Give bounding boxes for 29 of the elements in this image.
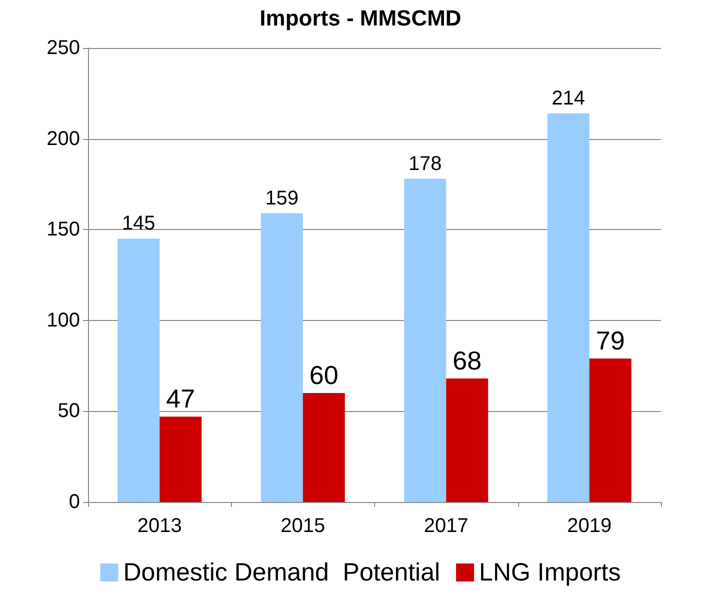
y-tick-label: 150 <box>46 218 80 241</box>
data-label: 60 <box>309 360 338 390</box>
y-tick-label: 100 <box>46 309 80 332</box>
data-label: 159 <box>265 187 299 210</box>
data-label: 68 <box>452 346 482 376</box>
data-label: 79 <box>596 326 625 356</box>
data-label: 47 <box>166 384 196 414</box>
x-tick-label: 2015 <box>280 515 326 537</box>
y-tick-label: 50 <box>58 400 80 422</box>
data-label: 214 <box>552 87 586 110</box>
bar <box>160 416 202 502</box>
x-tick-label: 2013 <box>137 515 182 537</box>
bar <box>260 213 303 502</box>
chart-title: Imports - MMSCMD <box>260 6 462 30</box>
y-tick-label: 250 <box>46 37 80 59</box>
bar <box>118 238 160 502</box>
bar <box>446 378 488 502</box>
bar <box>547 113 590 502</box>
bar <box>302 393 345 502</box>
bar <box>589 358 632 502</box>
data-label: 145 <box>122 212 156 235</box>
x-tick-label: 2017 <box>424 515 468 537</box>
x-tick-label: 2019 <box>567 515 612 537</box>
legend-label: Domestic Demand Potential <box>123 558 440 586</box>
bar <box>404 178 446 502</box>
y-tick-label: 200 <box>46 128 80 150</box>
y-tick-label: 0 <box>68 491 80 513</box>
data-label: 178 <box>408 152 442 175</box>
legend-label: LNG Imports <box>479 558 621 586</box>
